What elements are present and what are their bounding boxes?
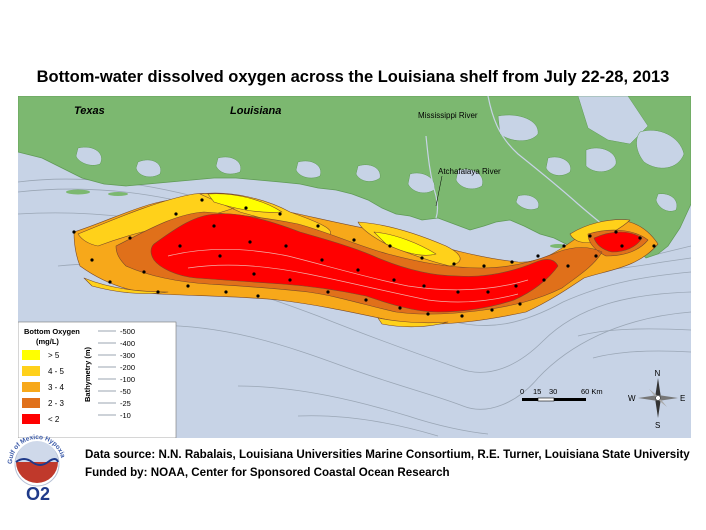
legend-oxygen-title: Bottom Oxygen	[24, 327, 80, 336]
zone-gt5	[207, 193, 437, 256]
hypoxia-inner-contours	[167, 248, 529, 303]
map-legend: Bottom Oxygen (mg/L) > 5 4 - 5 3 - 4 2 -…	[18, 321, 177, 438]
legend-frame	[18, 321, 177, 438]
scale-bar: 0 15 30 60 Km	[520, 387, 603, 402]
label-mississippi-river: Mississippi River	[418, 111, 478, 120]
compass-n: N	[655, 369, 661, 378]
scale-bar-seg-1	[522, 398, 538, 401]
legend-swatch-gt5	[22, 350, 40, 360]
legend-swatch-2-3	[22, 398, 40, 408]
bathy-label-400: -400	[120, 339, 135, 348]
logo-sea	[16, 462, 58, 483]
bathymetry-legend-lines	[98, 330, 116, 416]
legend-label-gt5: > 5	[48, 351, 60, 360]
legend-oxygen-unit: (mg/L)	[36, 337, 59, 346]
bathy-label-50: -50	[120, 387, 131, 396]
legend-label-2-3: 2 - 3	[48, 399, 65, 408]
bathy-label-300: -300	[120, 351, 135, 360]
gulf-hypoxia-logo: Gulf of Mexico Hypoxia O2	[7, 434, 66, 504]
footer-credits: Data source: N.N. Rabalais, Louisiana Un…	[85, 446, 700, 482]
compass-e: E	[680, 394, 685, 403]
bathy-label-10: -10	[120, 411, 131, 420]
scale-tick-0: 0	[520, 387, 524, 396]
logo-sky	[16, 441, 58, 462]
compass-w: W	[628, 394, 636, 403]
bathy-label-200: -200	[120, 363, 135, 372]
scale-tick-60: 60 Km	[581, 387, 603, 396]
label-louisiana: Louisiana	[230, 105, 281, 117]
logo-o2-mark: O2	[26, 484, 50, 504]
legend-label-lt2: < 2	[48, 415, 60, 424]
mississippi-river-line	[487, 96, 619, 237]
funded-by-text: Funded by: NOAA, Center for Sponsored Co…	[85, 466, 450, 479]
compass-center	[655, 395, 661, 401]
bathy-label-25: -25	[120, 399, 131, 408]
data-source-text: Data source: N.N. Rabalais, Louisiana Un…	[85, 448, 690, 461]
bathy-label-500: -500	[120, 327, 135, 336]
scale-tick-30: 30	[549, 387, 557, 396]
legend-swatch-4-5	[22, 366, 40, 376]
rivers	[425, 96, 619, 237]
compass-rose: N S E W	[628, 369, 685, 430]
scale-bar-seg-3	[554, 398, 586, 401]
sampling-stations	[72, 198, 656, 318]
legend-swatch-lt2	[22, 414, 40, 424]
map-title: Bottom-water dissolved oxygen across the…	[36, 68, 670, 86]
compass-s: S	[655, 421, 660, 430]
atchafalaya-leader-line	[435, 175, 443, 207]
label-atchafalaya-river: Atchafalaya River	[438, 167, 501, 176]
legend-bathymetry-title: Bathymetry (m)	[83, 346, 92, 402]
oxygen-zones	[73, 192, 659, 328]
legend-label-4-5: 4 - 5	[48, 367, 65, 376]
scale-tick-15: 15	[533, 387, 541, 396]
legend-swatch-3-4	[22, 382, 40, 392]
logo-wave	[15, 458, 59, 466]
hypoxia-map: Texas Louisiana Mississippi River Atchaf…	[18, 96, 691, 438]
label-texas: Texas	[74, 105, 105, 117]
bathy-label-100: -100	[120, 375, 135, 384]
atchafalaya-river-line	[425, 135, 439, 219]
inland-lakes	[75, 96, 685, 212]
scale-bar-seg-2	[537, 397, 555, 402]
legend-label-3-4: 3 - 4	[48, 383, 65, 392]
